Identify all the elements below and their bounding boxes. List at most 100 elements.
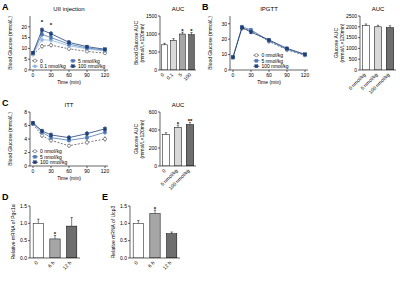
series-line <box>33 123 105 140</box>
y-axis-label: Relative mRNA of Pgc1α <box>10 204 16 259</box>
y-axis-label: Blood Glucose (mmol/L) <box>7 16 13 70</box>
y-tick <box>28 258 30 259</box>
error-bar <box>68 144 70 147</box>
y-tick-label: 0.0 <box>20 255 27 261</box>
legend: 00.1 nmol/kg5 nmol/kg100 nmol/kg <box>32 58 105 70</box>
legend-line <box>253 66 259 67</box>
data-point <box>304 53 307 56</box>
y-tick <box>28 223 30 224</box>
legend-label: 100 nmol/kg <box>78 63 105 69</box>
x-axis-line <box>360 70 396 71</box>
bar-chart: E0.00.51.01.5Relative mRNA of Ucp30*6 h1… <box>102 192 180 271</box>
plot-area <box>133 210 177 258</box>
y-tick-label: 0.5 <box>20 237 27 243</box>
data-point <box>85 141 88 144</box>
legend-marker <box>34 161 37 164</box>
error-bar <box>86 132 88 136</box>
y-tick <box>28 37 30 38</box>
y-tick <box>158 130 160 131</box>
error-bar <box>32 121 34 124</box>
x-tick-label: 120 <box>101 72 110 78</box>
category-label: 0 <box>160 167 166 173</box>
data-point <box>268 39 271 42</box>
panel-letter: A <box>2 2 9 12</box>
y-tick-label: 500 <box>149 49 158 55</box>
error-bar <box>41 38 43 42</box>
x-tick-label: 0 <box>232 72 235 78</box>
data-point <box>32 121 35 124</box>
chart-title: AUC <box>172 6 185 12</box>
y-tick <box>358 48 360 49</box>
bar <box>189 35 195 70</box>
bar-chart: AUC0200400600Glucose AUC(mmol/L×120min)0… <box>133 102 196 191</box>
category-label: 6 h <box>47 259 56 268</box>
error-bar <box>68 136 70 140</box>
data-point <box>41 29 44 32</box>
x-tick-label: 0 <box>32 168 35 174</box>
panel-letter: C <box>2 98 9 108</box>
y-tick-label: 20 <box>221 36 227 42</box>
panel-letter: D <box>2 192 9 202</box>
bar-chart: AUC050010001500Blood Glucose AUC(mmol/L×… <box>133 6 196 82</box>
data-point <box>86 136 89 139</box>
data-point <box>104 127 107 130</box>
data-point <box>40 38 43 41</box>
y-tick <box>358 16 360 17</box>
y-tick <box>158 34 160 35</box>
error-bar <box>50 133 52 137</box>
legend-line <box>32 162 38 163</box>
y-tick <box>158 52 160 53</box>
legend-marker <box>72 65 75 68</box>
error-bar <box>304 53 306 55</box>
x-axis-line <box>30 258 80 259</box>
legend-label: 100 nmol/kg <box>40 159 67 165</box>
y-tick-label: 0 <box>224 67 227 73</box>
category-label: 6 h <box>147 259 156 268</box>
error-bar <box>172 39 174 41</box>
x-axis-line <box>160 70 196 71</box>
y-tick <box>158 70 160 71</box>
x-tick-label: 60 <box>66 168 72 174</box>
line-chart: BIPGTT0102030Blood Glucose (mmol/L)03060… <box>202 2 309 85</box>
data-point <box>232 56 235 59</box>
y-tick-label: 1.5 <box>20 203 27 209</box>
y-tick <box>28 206 30 207</box>
y-tick <box>128 223 130 224</box>
error-bar <box>41 45 43 48</box>
y-tick-label: 1.5 <box>120 203 127 209</box>
y-tick <box>358 70 360 71</box>
error-bar <box>232 56 234 58</box>
y-tick-label: 1000 <box>346 45 357 51</box>
series-line <box>233 27 305 58</box>
y-tick <box>158 166 160 167</box>
data-point <box>104 48 107 51</box>
plot-area <box>231 25 306 59</box>
error-bar <box>41 129 43 132</box>
data-point <box>86 45 89 48</box>
data-point <box>103 137 106 140</box>
chart-title: ITT <box>65 102 74 108</box>
error-bar <box>70 217 72 226</box>
error-bar <box>86 50 88 52</box>
error-bar <box>104 137 106 141</box>
error-bar <box>41 134 43 137</box>
legend-line <box>253 60 259 61</box>
panel-letter: B <box>202 2 209 12</box>
bar <box>180 34 186 70</box>
y-tick <box>228 39 230 40</box>
error-bar <box>41 28 43 32</box>
x-tick-label: 60 <box>66 72 72 78</box>
x-tick-label: 0 <box>32 72 35 78</box>
legend-label: 100 nmol/kg <box>261 63 288 69</box>
data-point <box>49 44 52 47</box>
significance-mark: * <box>181 28 184 34</box>
plot-area <box>362 24 393 70</box>
error-bar <box>170 232 172 234</box>
y-tick <box>28 139 30 140</box>
bar-chart: AUC05001000150020002500Glucose AUC(mmol/… <box>333 6 396 95</box>
y-axis-label: Blood Glucose (mmol/L) <box>7 112 13 166</box>
y-tick <box>358 37 360 38</box>
legend-marker <box>255 65 258 68</box>
data-point <box>268 38 271 41</box>
data-point <box>68 136 71 139</box>
